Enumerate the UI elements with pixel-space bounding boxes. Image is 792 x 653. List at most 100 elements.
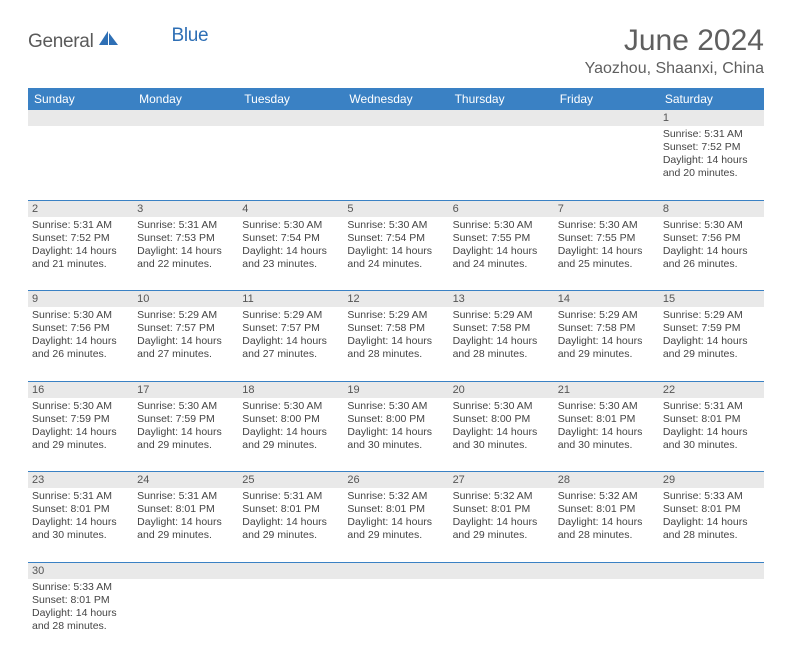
day-number: 28 [554,472,659,489]
day-info-line: Sunset: 7:57 PM [242,322,339,335]
day-number: 17 [133,381,238,398]
day-info-line: Sunrise: 5:30 AM [453,219,550,232]
day-info: Sunrise: 5:32 AMSunset: 8:01 PMDaylight:… [558,490,655,542]
day-number [238,562,343,579]
day-info-line: Daylight: 14 hours [32,426,129,439]
day-number: 11 [238,291,343,308]
day-info-line: Sunset: 7:57 PM [137,322,234,335]
day-info-line: Sunset: 8:00 PM [242,413,339,426]
day-info: Sunrise: 5:29 AMSunset: 7:58 PMDaylight:… [453,309,550,361]
day-info-line: and 26 minutes. [32,348,129,361]
day-info: Sunrise: 5:31 AMSunset: 7:52 PMDaylight:… [32,219,129,271]
day-info-line: and 24 minutes. [347,258,444,271]
day-info: Sunrise: 5:30 AMSunset: 7:56 PMDaylight:… [663,219,760,271]
day-cell: Sunrise: 5:30 AMSunset: 7:55 PMDaylight:… [554,217,659,291]
week-row: Sunrise: 5:33 AMSunset: 8:01 PMDaylight:… [28,579,764,653]
day-number [554,110,659,126]
day-cell [28,126,133,200]
day-cell [238,126,343,200]
day-info: Sunrise: 5:29 AMSunset: 7:57 PMDaylight:… [137,309,234,361]
day-info-line: and 29 minutes. [453,529,550,542]
day-info-line: Sunrise: 5:30 AM [558,219,655,232]
day-info: Sunrise: 5:30 AMSunset: 8:00 PMDaylight:… [347,400,444,452]
day-info-line: Sunset: 8:01 PM [32,503,129,516]
day-info-line: Daylight: 14 hours [663,335,760,348]
day-cell [554,126,659,200]
day-cell: Sunrise: 5:29 AMSunset: 7:57 PMDaylight:… [238,307,343,381]
day-cell [133,126,238,200]
day-number: 26 [343,472,448,489]
daynum-row: 9101112131415 [28,291,764,308]
day-info-line: Sunset: 7:58 PM [347,322,444,335]
day-info-line: and 30 minutes. [663,439,760,452]
day-info-line: Daylight: 14 hours [347,516,444,529]
daynum-row: 16171819202122 [28,381,764,398]
day-info-line: Daylight: 14 hours [32,516,129,529]
day-info: Sunrise: 5:29 AMSunset: 7:59 PMDaylight:… [663,309,760,361]
weekday-header: Tuesday [238,88,343,110]
day-number: 23 [28,472,133,489]
day-info: Sunrise: 5:29 AMSunset: 7:57 PMDaylight:… [242,309,339,361]
day-info: Sunrise: 5:30 AMSunset: 7:54 PMDaylight:… [347,219,444,271]
day-info-line: Sunset: 8:01 PM [137,503,234,516]
day-number: 25 [238,472,343,489]
day-info-line: and 29 minutes. [347,529,444,542]
day-info: Sunrise: 5:31 AMSunset: 8:01 PMDaylight:… [32,490,129,542]
day-info-line: Daylight: 14 hours [558,245,655,258]
day-info: Sunrise: 5:33 AMSunset: 8:01 PMDaylight:… [663,490,760,542]
day-info-line: Sunrise: 5:29 AM [558,309,655,322]
day-number: 5 [343,200,448,217]
location: Yaozhou, Shaanxi, China [585,60,764,78]
day-info-line: and 23 minutes. [242,258,339,271]
day-info-line: Daylight: 14 hours [558,426,655,439]
day-number: 12 [343,291,448,308]
day-info-line: and 28 minutes. [32,620,129,633]
day-info-line: Sunrise: 5:31 AM [242,490,339,503]
day-info-line: Daylight: 14 hours [242,245,339,258]
day-number: 22 [659,381,764,398]
day-info-line: Daylight: 14 hours [558,335,655,348]
month-title: June 2024 [585,24,764,58]
day-number: 7 [554,200,659,217]
day-number: 6 [449,200,554,217]
day-info-line: Sunset: 7:56 PM [663,232,760,245]
day-info-line: Sunrise: 5:31 AM [137,490,234,503]
day-info-line: Sunrise: 5:30 AM [242,219,339,232]
sail-icon [98,30,120,51]
day-info-line: Sunrise: 5:31 AM [32,490,129,503]
day-info: Sunrise: 5:31 AMSunset: 7:52 PMDaylight:… [663,128,760,180]
day-cell [343,126,448,200]
day-cell [659,579,764,653]
day-cell: Sunrise: 5:30 AMSunset: 8:00 PMDaylight:… [238,398,343,472]
day-number: 10 [133,291,238,308]
day-number: 13 [449,291,554,308]
day-info-line: Daylight: 14 hours [663,154,760,167]
weekday-header-row: Sunday Monday Tuesday Wednesday Thursday… [28,88,764,110]
day-info-line: Sunset: 8:01 PM [663,503,760,516]
day-info-line: Daylight: 14 hours [453,516,550,529]
day-info-line: Sunrise: 5:30 AM [347,219,444,232]
day-info-line: and 28 minutes. [347,348,444,361]
day-info-line: and 22 minutes. [137,258,234,271]
day-number: 24 [133,472,238,489]
day-cell: Sunrise: 5:30 AMSunset: 7:56 PMDaylight:… [659,217,764,291]
logo: General Blue [28,30,208,53]
day-info-line: Daylight: 14 hours [32,335,129,348]
day-cell: Sunrise: 5:30 AMSunset: 7:59 PMDaylight:… [133,398,238,472]
day-cell [449,126,554,200]
day-info-line: Sunrise: 5:33 AM [663,490,760,503]
day-info: Sunrise: 5:30 AMSunset: 7:55 PMDaylight:… [558,219,655,271]
day-info-line: Sunset: 7:52 PM [663,141,760,154]
title-block: June 2024 Yaozhou, Shaanxi, China [585,24,764,78]
day-info-line: Sunset: 7:56 PM [32,322,129,335]
day-info-line: Sunset: 8:01 PM [32,594,129,607]
day-info-line: Sunrise: 5:30 AM [453,400,550,413]
day-info-line: Sunset: 7:59 PM [137,413,234,426]
day-info-line: Sunrise: 5:33 AM [32,581,129,594]
day-cell: Sunrise: 5:30 AMSunset: 7:55 PMDaylight:… [449,217,554,291]
daynum-row: 23242526272829 [28,472,764,489]
day-info-line: Sunrise: 5:29 AM [347,309,444,322]
day-info: Sunrise: 5:33 AMSunset: 8:01 PMDaylight:… [32,581,129,633]
daynum-row: 1 [28,110,764,126]
day-info-line: and 30 minutes. [558,439,655,452]
